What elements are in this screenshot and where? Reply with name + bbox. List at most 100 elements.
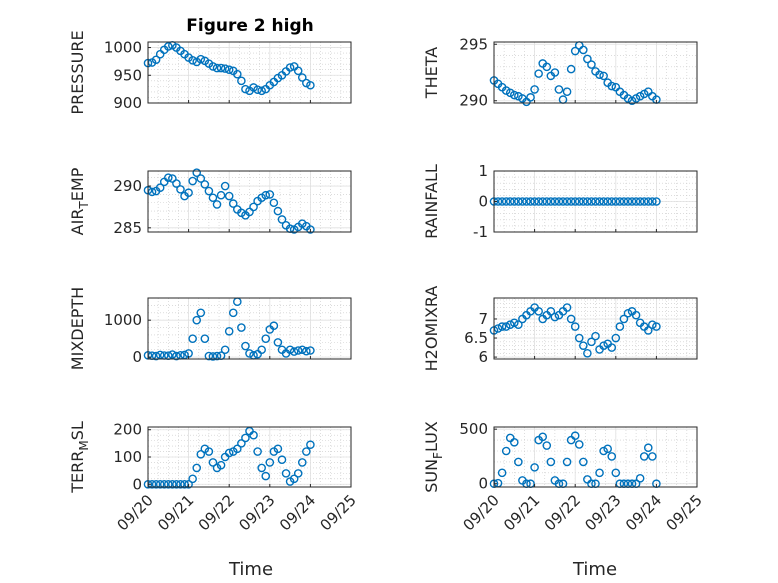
axes-panel-8: 0 500 SUNFLUX 09/2009/2109/2209/2309/2409/2… (422, 420, 706, 534)
data-point (233, 69, 242, 79)
data-point (184, 479, 193, 489)
data-point (534, 69, 543, 78)
data-point (176, 479, 185, 489)
data-point (188, 334, 197, 343)
data-point (192, 463, 202, 473)
y-axis-label: AIRTEMP (68, 167, 91, 235)
data-point (216, 63, 226, 73)
data-point (607, 81, 617, 91)
figure-title: Figure 2 high (186, 16, 314, 36)
data-point (497, 197, 507, 206)
data-point (257, 345, 266, 355)
data-point (509, 197, 519, 206)
data-point (526, 197, 535, 206)
y-axis-label-main: THETA (422, 47, 441, 99)
data-point (611, 333, 621, 343)
x-tick-label: 09/24 (622, 491, 665, 534)
y-axis-label: H2OMIXRA (422, 286, 441, 372)
data-point (261, 471, 271, 481)
y-tick-label: 900 (113, 94, 142, 112)
data-point (623, 308, 633, 318)
data-point (220, 181, 230, 191)
data-point (643, 326, 653, 335)
data-point (253, 85, 262, 94)
x-tick-label: 09/25 (317, 491, 360, 534)
data-point (615, 322, 625, 331)
data-point (546, 197, 556, 206)
y-tick-label: 0 (132, 348, 142, 366)
data-point (245, 349, 254, 358)
data-point (257, 463, 266, 473)
data-point (579, 341, 588, 350)
y-tick-label: 0 (478, 475, 488, 493)
data-point (151, 55, 161, 65)
x-tick-label: 09/23 (235, 491, 278, 534)
data-point (550, 68, 560, 77)
data-point (505, 320, 515, 329)
axes-box (147, 170, 352, 233)
data-point (509, 90, 519, 100)
y-axis-label-suffix: SL (68, 421, 87, 440)
data-point (302, 447, 311, 456)
data-point (501, 322, 511, 331)
data-point (631, 197, 641, 206)
data-point (155, 183, 165, 193)
data-point (228, 199, 238, 208)
data-point (228, 308, 238, 318)
data-point (501, 446, 511, 456)
data-point (530, 463, 539, 472)
y-tick-label: 285 (113, 219, 142, 237)
data-point (265, 190, 275, 199)
data-point (184, 188, 193, 198)
data-point (542, 62, 552, 72)
data-point (562, 457, 572, 467)
data-point (562, 87, 572, 97)
data-point (566, 64, 576, 74)
data-point (554, 85, 564, 94)
y-tick-label: 6 (478, 348, 488, 366)
data-point (595, 70, 604, 80)
data-point (204, 186, 214, 196)
y-axis-label: PRESSURE (68, 30, 87, 114)
x-tick-label: 09/22 (541, 491, 584, 534)
data-point (579, 197, 588, 206)
data-point (151, 479, 161, 489)
data-point (522, 197, 531, 206)
data-point (562, 303, 572, 312)
data-point (289, 347, 299, 356)
data-point (159, 479, 169, 489)
y-axis-label-main: AIR (68, 209, 87, 236)
data-point (297, 345, 307, 355)
data-point (253, 447, 262, 456)
data-point (583, 348, 592, 358)
data-point (188, 474, 197, 484)
y-tick-label: 7 (478, 310, 488, 328)
data-point (607, 343, 617, 352)
y-axis-label-subscript: M (77, 440, 91, 450)
data-point (639, 452, 649, 461)
axes-panel-4: -1 0 1 RAINFALL (422, 162, 698, 241)
data-point (277, 215, 287, 224)
data-point (172, 179, 181, 188)
y-tick-label: 500 (459, 420, 488, 438)
data-point (599, 197, 608, 206)
y-tick-label: 0 (478, 193, 488, 211)
data-point (587, 197, 596, 206)
data-point (574, 333, 584, 343)
data-point (514, 320, 523, 329)
data-point (241, 84, 250, 94)
data-point (611, 468, 621, 478)
data-point (208, 352, 218, 361)
data-point (635, 197, 645, 206)
data-point (273, 338, 283, 347)
data-point (652, 197, 661, 206)
y-axis-label-subscript: F (431, 452, 445, 459)
y-tick-label: 100 (113, 448, 142, 466)
data-point (241, 341, 250, 351)
data-point (530, 197, 539, 206)
data-point (265, 458, 275, 467)
data-point (261, 334, 271, 343)
data-point (639, 197, 649, 206)
